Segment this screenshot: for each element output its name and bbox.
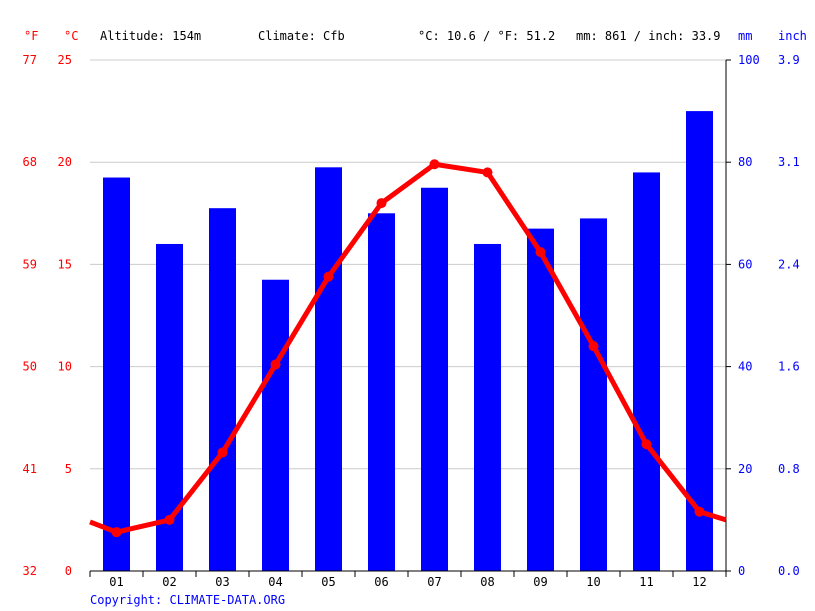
inch-tick-label: 2.4 — [778, 257, 800, 271]
celsius-unit-label: °C — [64, 29, 78, 43]
month-tick-label: 04 — [268, 575, 282, 589]
temperature-point — [429, 159, 440, 170]
temperature-point — [111, 527, 122, 538]
temperature-point — [694, 506, 705, 517]
month-tick-label: 09 — [533, 575, 547, 589]
altitude-label: Altitude: 154m — [100, 29, 201, 43]
gridlines — [90, 59, 726, 470]
celsius-tick-label: 10 — [58, 360, 72, 374]
celsius-tick-label: 5 — [65, 462, 72, 476]
fahrenheit-tick-label: 32 — [23, 564, 37, 578]
fahrenheit-tick-label: 59 — [23, 257, 37, 271]
temperature-point — [164, 514, 175, 525]
precipitation-bar — [262, 279, 289, 571]
celsius-tick-label: 25 — [58, 53, 72, 67]
celsius-tick-label: 15 — [58, 257, 72, 271]
temperature-point — [270, 359, 281, 370]
inch-tick-label: 3.1 — [778, 155, 800, 169]
climate-label: Climate: Cfb — [258, 29, 345, 43]
inch-unit-label: inch — [778, 29, 807, 43]
precipitation-bar — [527, 228, 554, 571]
inch-tick-label: 0.0 — [778, 564, 800, 578]
fahrenheit-tick-label: 50 — [23, 360, 37, 374]
month-tick-label: 07 — [427, 575, 441, 589]
precipitation-bar — [103, 177, 130, 571]
precipitation-bar — [686, 111, 713, 571]
precipitation-bar — [368, 213, 395, 572]
temperature-line-path — [89, 161, 727, 535]
axes — [89, 59, 731, 577]
temperature-point — [323, 271, 334, 282]
month-tick-label: 05 — [321, 575, 335, 589]
mm-tick-label: 100 — [738, 53, 760, 67]
inch-tick-label: 3.9 — [778, 53, 800, 67]
month-tick-label: 06 — [374, 575, 388, 589]
fahrenheit-unit-label: °F — [24, 29, 38, 43]
precipitation-bar — [315, 167, 342, 571]
copyright-text: Copyright: CLIMATE-DATA.ORG — [90, 593, 285, 607]
average-temperature-label: °C: 10.6 / °F: 51.2 — [418, 29, 555, 43]
month-tick-label: 08 — [480, 575, 494, 589]
temperature-point — [376, 198, 387, 209]
month-tick-label: 03 — [215, 575, 229, 589]
inch-tick-label: 0.8 — [778, 462, 800, 476]
celsius-tick-label: 20 — [58, 155, 72, 169]
temperature-line — [89, 159, 727, 538]
mm-tick-label: 20 — [738, 462, 752, 476]
temperature-point — [217, 447, 228, 458]
mm-tick-label: 80 — [738, 155, 752, 169]
mm-tick-label: 60 — [738, 257, 752, 271]
precipitation-bar — [474, 243, 501, 571]
mm-tick-label: 0 — [738, 564, 745, 578]
fahrenheit-tick-label: 41 — [23, 462, 37, 476]
mm-unit-label: mm — [738, 29, 752, 43]
month-tick-label: 02 — [162, 575, 176, 589]
axis-tick-labels: 32 0 0 0.0 41 5 20 0.8 50 10 40 1.6 59 15 60 2.4 68 20 80 3… — [23, 53, 800, 589]
temperature-point — [588, 341, 599, 352]
precipitation-bar — [580, 218, 607, 571]
month-tick-label: 01 — [109, 575, 123, 589]
celsius-tick-label: 0 — [65, 564, 72, 578]
temperature-point — [482, 167, 493, 178]
precipitation-bar — [421, 187, 448, 571]
precipitation-bar — [209, 208, 236, 571]
precipitation-bars — [103, 111, 713, 572]
precipitation-bar — [633, 172, 660, 572]
month-tick-label: 11 — [639, 575, 653, 589]
temperature-point — [535, 247, 546, 258]
inch-tick-label: 1.6 — [778, 360, 800, 374]
mm-tick-label: 40 — [738, 360, 752, 374]
precipitation-total-label: mm: 861 / inch: 33.9 — [576, 29, 721, 43]
fahrenheit-tick-label: 77 — [23, 53, 37, 67]
month-tick-label: 12 — [692, 575, 706, 589]
month-tick-label: 10 — [586, 575, 600, 589]
temperature-point — [641, 439, 652, 450]
fahrenheit-tick-label: 68 — [23, 155, 37, 169]
